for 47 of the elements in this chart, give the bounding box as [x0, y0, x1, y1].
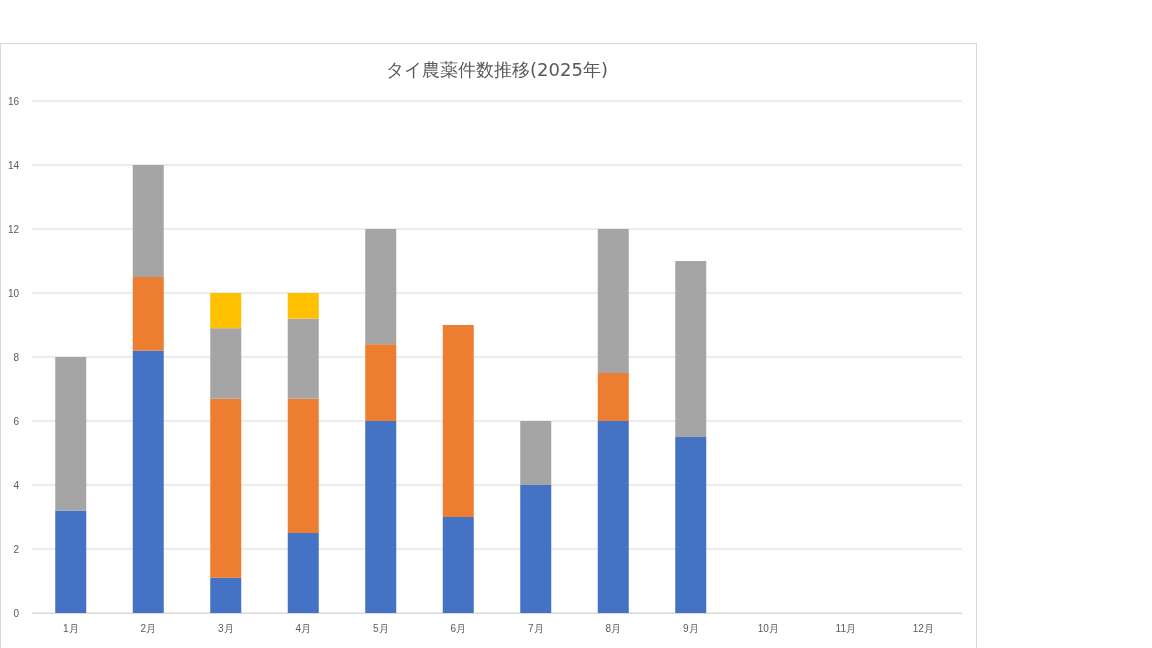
bar [675, 261, 707, 437]
bar [210, 328, 242, 399]
x-tick-label: 2月 [140, 623, 157, 635]
x-tick-label: 3月 [217, 623, 234, 635]
bar [55, 357, 87, 511]
bar [287, 533, 319, 613]
y-tick-label: 2 [13, 543, 20, 555]
bar [597, 373, 629, 421]
y-tick-label: 12 [7, 223, 20, 235]
x-tick-label: 4月 [295, 623, 312, 635]
x-tick-label: 1月 [62, 623, 79, 635]
x-tick-label: 5月 [372, 623, 389, 635]
x-tick-label: 11月 [835, 623, 856, 635]
bar [442, 517, 474, 613]
bar [365, 421, 397, 613]
x-tick-label: 6月 [450, 623, 467, 635]
bar [287, 293, 319, 319]
bar [132, 165, 164, 277]
bar [520, 485, 552, 613]
bar [210, 398, 242, 578]
x-tick-label: 10月 [757, 623, 779, 635]
x-tick-label: 8月 [605, 623, 622, 635]
y-tick-label: 0 [13, 607, 20, 619]
chart-title: タイ農薬件数推移(2025年) [386, 59, 608, 80]
x-tick-label: 9月 [682, 623, 699, 635]
y-tick-label: 4 [13, 479, 20, 491]
bar [597, 421, 629, 613]
x-tick-label: 7月 [527, 623, 544, 635]
y-tick-label: 16 [7, 95, 20, 107]
bar [365, 344, 397, 421]
bar [55, 510, 87, 613]
bar [675, 437, 707, 613]
bar [210, 577, 242, 613]
bar [365, 229, 397, 345]
x-tick-label: 12月 [912, 623, 934, 635]
bar [210, 293, 242, 329]
bar [597, 229, 629, 373]
y-tick-label: 6 [13, 415, 20, 427]
bar [132, 277, 164, 351]
y-tick-label: 14 [7, 159, 20, 171]
bar [287, 398, 319, 533]
y-tick-label: 10 [7, 287, 20, 299]
bar [442, 325, 474, 517]
bar [287, 318, 319, 399]
bar [132, 350, 164, 613]
bar [520, 421, 552, 485]
y-tick-label: 8 [13, 351, 20, 363]
